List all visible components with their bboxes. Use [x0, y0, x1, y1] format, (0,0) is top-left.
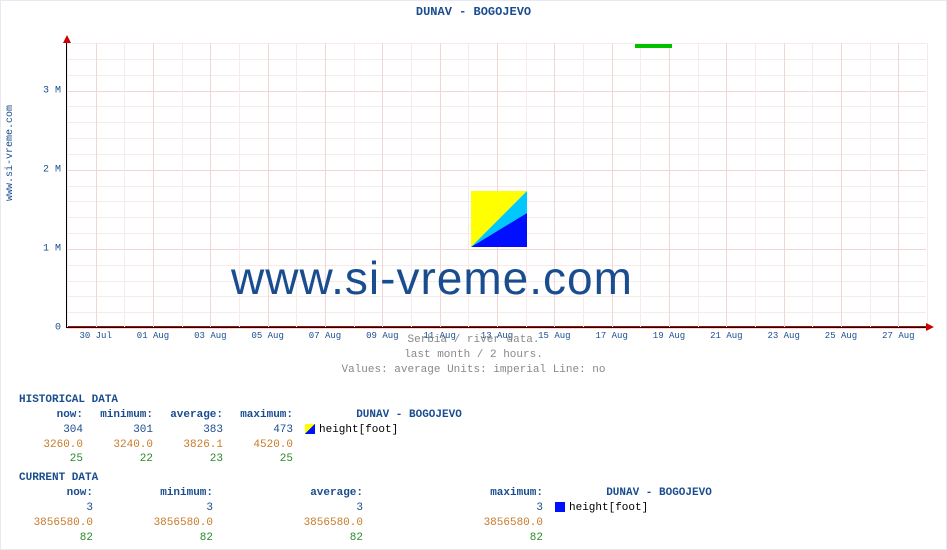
vgrid-major — [784, 43, 785, 327]
col-now: now: — [19, 486, 99, 501]
current-table: now: minimum: average: maximum: DUNAV - … — [19, 486, 769, 545]
vgrid-major — [210, 43, 211, 327]
vgrid-minor — [812, 43, 813, 327]
col-series: DUNAV - BOGOJEVO — [299, 408, 519, 423]
watermark-logo — [471, 191, 527, 247]
y-tick-label: 3 M — [43, 85, 61, 96]
col-maximum: maximum: — [369, 486, 549, 501]
curr-legend-icon — [555, 502, 565, 512]
col-minimum: minimum: — [89, 408, 159, 423]
vgrid-minor — [67, 43, 68, 327]
current-title: CURRENT DATA — [19, 471, 769, 486]
vgrid-minor — [182, 43, 183, 327]
data-series-segment — [635, 44, 672, 48]
series-label: height[foot] — [299, 423, 519, 438]
vgrid-major — [153, 43, 154, 327]
vgrid-major — [96, 43, 97, 327]
chart-caption: Serbia / river data. last month / 2 hour… — [1, 333, 946, 378]
historical-header-row: now: minimum: average: maximum: DUNAV - … — [19, 408, 519, 423]
table-row: 82 82 82 82 — [19, 531, 769, 546]
vgrid-major — [841, 43, 842, 327]
y-tick-label: 1 M — [43, 243, 61, 254]
hgrid-major — [67, 328, 926, 329]
watermark-text: www.si-vreme.com — [231, 251, 633, 305]
caption-line-2: last month / 2 hours. — [1, 348, 946, 363]
caption-line-3: Values: average Units: imperial Line: no — [1, 363, 946, 378]
y-axis-side-label: www.si-vreme.com — [5, 105, 16, 201]
y-tick-label: 2 M — [43, 164, 61, 175]
hist-legend-icon — [305, 424, 315, 434]
vgrid-major — [726, 43, 727, 327]
vgrid-minor — [698, 43, 699, 327]
vgrid-minor — [870, 43, 871, 327]
table-row: 3260.0 3240.0 3826.1 4520.0 — [19, 438, 519, 453]
table-row: 25 22 23 25 — [19, 452, 519, 467]
x-axis — [67, 326, 932, 327]
chart-title: DUNAV - BOGOJEVO — [1, 1, 946, 19]
y-tick-label: 0 — [55, 323, 61, 334]
col-minimum: minimum: — [99, 486, 219, 501]
vgrid-major — [898, 43, 899, 327]
caption-line-1: Serbia / river data. — [1, 333, 946, 348]
historical-table: now: minimum: average: maximum: DUNAV - … — [19, 408, 519, 467]
table-row: 3 3 3 3 height[foot] — [19, 501, 769, 516]
vgrid-minor — [755, 43, 756, 327]
col-average: average: — [219, 486, 369, 501]
vgrid-minor — [640, 43, 641, 327]
col-now: now: — [19, 408, 89, 423]
table-row: 304 301 383 473 height[foot] — [19, 423, 519, 438]
vgrid-minor — [124, 43, 125, 327]
historical-title: HISTORICAL DATA — [19, 393, 769, 408]
series-label: height[foot] — [549, 501, 769, 516]
col-average: average: — [159, 408, 229, 423]
vgrid-minor — [927, 43, 928, 327]
vgrid-major — [669, 43, 670, 327]
table-row: 3856580.0 3856580.0 3856580.0 3856580.0 — [19, 516, 769, 531]
col-maximum: maximum: — [229, 408, 299, 423]
data-tables: HISTORICAL DATA now: minimum: average: m… — [19, 393, 769, 545]
current-header-row: now: minimum: average: maximum: DUNAV - … — [19, 486, 769, 501]
col-series: DUNAV - BOGOJEVO — [549, 486, 769, 501]
